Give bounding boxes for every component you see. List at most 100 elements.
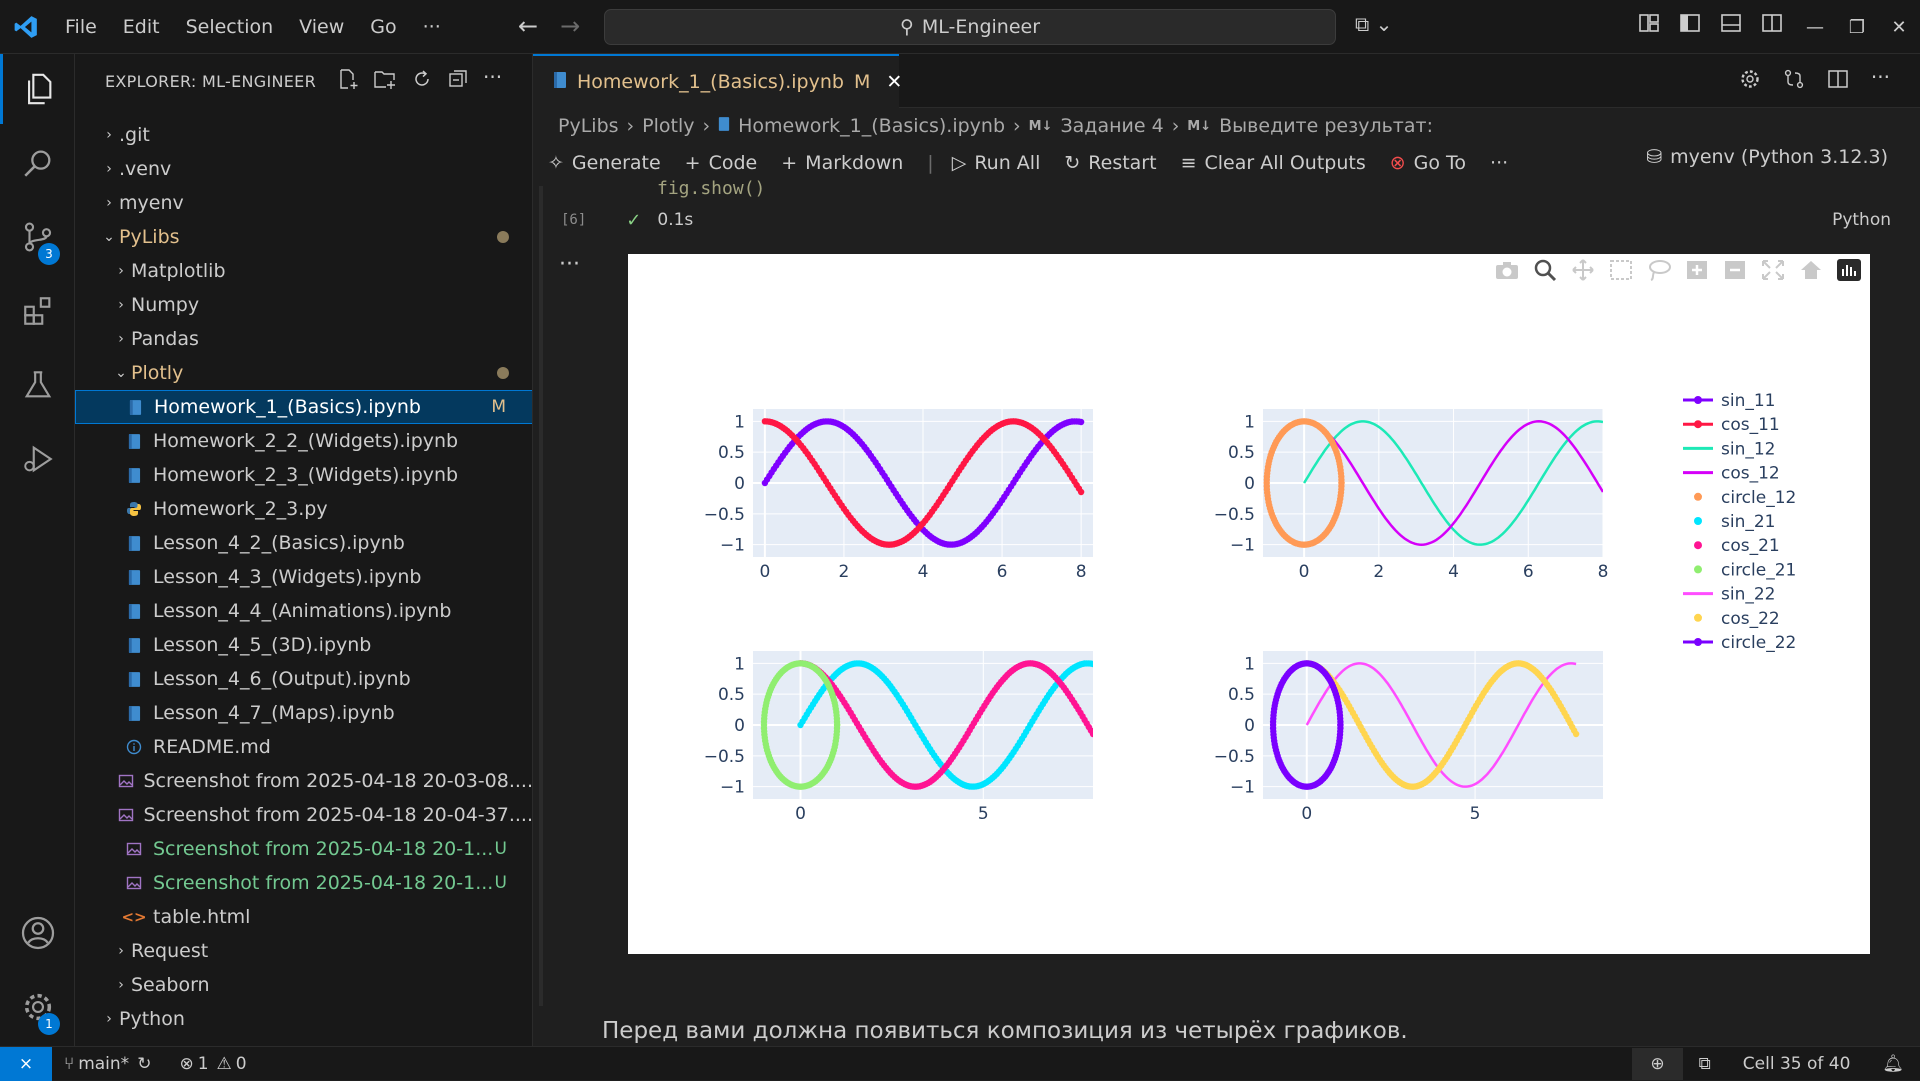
tree-folder[interactable]: ⌄ PyLibs <box>75 220 532 254</box>
zoom-out-icon[interactable] <box>1722 258 1748 282</box>
cell-language[interactable]: Python <box>1832 210 1891 230</box>
source-control-icon[interactable]: 3 <box>0 202 75 272</box>
explorer-icon[interactable] <box>0 54 75 124</box>
notifications-bell-icon[interactable]: 🔔︎ <box>1882 1054 1904 1074</box>
kernel-picker[interactable]: ⛁ myenv (Python 3.12.3) <box>1646 146 1888 168</box>
forward-arrow-icon[interactable]: → <box>560 12 581 40</box>
tree-folder[interactable]: › Seaborn <box>75 968 532 1002</box>
minimize-icon[interactable]: — <box>1806 16 1824 38</box>
plotly-output[interactable]: 0 2 4 6 8 1 0.5 0 −0.5 −1 0 2 4 6 8 1 0.5 0 −0.5 −1 0 5 1 0.5 0−… <box>628 254 1870 954</box>
more-actions-icon[interactable]: ··· <box>483 65 503 89</box>
tree-file[interactable]: Homework_1_(Basics).ipynb M <box>75 390 532 424</box>
editor-more-actions-icon[interactable]: ··· <box>1870 65 1890 89</box>
breadcrumb-item[interactable]: Homework_1_(Basics).ipynb <box>738 115 1006 137</box>
reset-axes-home-icon[interactable] <box>1798 258 1824 282</box>
menu-file[interactable]: File <box>65 15 97 38</box>
tree-file[interactable]: Lesson_4_6_(Output).ipynb <box>75 662 532 696</box>
toggle-panel-icon[interactable] <box>1720 12 1742 34</box>
output-more-icon[interactable]: ··· <box>559 252 580 277</box>
accounts-icon[interactable] <box>0 898 75 968</box>
warning-icon[interactable]: ⚠ <box>216 1053 232 1074</box>
tree-file[interactable]: <> table.html <box>75 900 532 934</box>
tree-file[interactable]: Screenshot from 2025-04-18 20-1... U <box>75 832 532 866</box>
zoom-in-icon[interactable] <box>1684 258 1710 282</box>
error-icon[interactable]: ⊗ <box>179 1053 194 1074</box>
tree-file[interactable]: Lesson_4_5_(3D).ipynb <box>75 628 532 662</box>
pan-icon[interactable] <box>1570 258 1596 282</box>
refresh-icon[interactable] <box>411 68 433 90</box>
extensions-icon[interactable] <box>0 276 75 346</box>
error-count[interactable]: 1 <box>197 1053 209 1074</box>
code-line[interactable]: fig.show() <box>657 178 766 199</box>
breadcrumb-item[interactable]: PyLibs <box>558 115 619 137</box>
tree-folder[interactable]: › Numpy <box>75 288 532 322</box>
customize-layout-icon[interactable] <box>1638 12 1660 34</box>
tree-file[interactable]: Lesson_4_3_(Widgets).ipynb <box>75 560 532 594</box>
plotly-logo-icon[interactable] <box>1836 258 1862 282</box>
restart-button[interactable]: ↻ Restart <box>1064 152 1156 174</box>
zoom-icon[interactable] <box>1532 258 1558 282</box>
tree-file[interactable]: Screenshot from 2025-04-18 20-03-08.... <box>75 764 532 798</box>
warning-count[interactable]: 0 <box>235 1053 247 1074</box>
restore-icon[interactable]: ❐ <box>1848 16 1866 38</box>
autoscale-icon[interactable] <box>1760 258 1786 282</box>
tree-folder[interactable]: › Request <box>75 934 532 968</box>
markdown-cell-text[interactable]: Перед вами должна появиться композиция и… <box>602 1018 1408 1044</box>
tree-folder[interactable]: › Python <box>75 1002 532 1036</box>
add-markdown-button[interactable]: + Markdown <box>781 152 903 174</box>
breadcrumb-item[interactable]: Задание 4 <box>1060 115 1164 137</box>
menu-view[interactable]: View <box>299 15 345 38</box>
command-center-search[interactable]: ⚲ ML-Engineer <box>604 9 1336 45</box>
close-tab-icon[interactable]: ✕ <box>886 71 903 93</box>
close-window-icon[interactable]: ✕ <box>1891 16 1907 38</box>
breadcrumb-item[interactable]: Выведите результат: <box>1219 115 1433 137</box>
copilot-status-icon[interactable]: ⧉ <box>1698 1054 1711 1074</box>
plotly-figure[interactable]: 0 2 4 6 810.50−0.5−10 2 4 6 810.50−0.5−10 510.50−… <box>628 254 1870 954</box>
search-view-icon[interactable] <box>0 128 75 198</box>
new-file-icon[interactable] <box>337 68 359 90</box>
run-all-button[interactable]: ▷ Run All <box>952 152 1041 174</box>
tree-file[interactable]: Screenshot from 2025-04-18 20-04-37.... <box>75 798 532 832</box>
open-changes-icon[interactable] <box>1783 68 1805 90</box>
tree-folder[interactable]: › .venv <box>75 152 532 186</box>
split-editor-icon[interactable] <box>1827 68 1849 90</box>
box-select-icon[interactable] <box>1608 258 1634 282</box>
notebook-settings-gear-icon[interactable] <box>1739 68 1761 90</box>
tree-file[interactable]: Homework_2_3.py <box>75 492 532 526</box>
camera-icon[interactable] <box>1494 258 1520 282</box>
generate-button[interactable]: ✧ Generate <box>548 152 661 174</box>
run-debug-icon[interactable] <box>0 424 75 494</box>
new-folder-icon[interactable] <box>373 68 397 90</box>
tree-folder[interactable]: ⌄ Plotly <box>75 356 532 390</box>
clear-all-outputs-button[interactable]: ≡ Clear All Outputs <box>1181 152 1366 174</box>
copilot-icon[interactable]: ⧉ ⌄ <box>1355 12 1393 36</box>
tree-file[interactable]: Lesson_4_4_(Animations).ipynb <box>75 594 532 628</box>
tree-folder[interactable]: › Matplotlib <box>75 254 532 288</box>
tree-folder[interactable]: › .git <box>75 118 532 152</box>
tree-file[interactable]: README.md <box>75 730 532 764</box>
cell-indicator[interactable]: Cell 35 of 40 <box>1742 1054 1851 1074</box>
tree-file[interactable]: Homework_2_2_(Widgets).ipynb <box>75 424 532 458</box>
tree-folder[interactable]: › myenv <box>75 186 532 220</box>
breadcrumb-item[interactable]: Plotly <box>642 115 695 137</box>
sync-icon[interactable]: ↻ <box>137 1053 152 1074</box>
back-arrow-icon[interactable]: ← <box>518 12 539 40</box>
tree-file[interactable]: Homework_2_3_(Widgets).ipynb <box>75 458 532 492</box>
toggle-secondary-sidebar-icon[interactable] <box>1761 12 1783 34</box>
menu-go[interactable]: Go <box>370 15 397 38</box>
tree-file[interactable]: Lesson_4_7_(Maps).ipynb <box>75 696 532 730</box>
zoom-status-icon[interactable]: ⊕ <box>1632 1048 1683 1080</box>
add-code-button[interactable]: + Code <box>685 152 758 174</box>
tab-homework-1[interactable]: Homework_1_(Basics).ipynb M ✕ <box>533 54 903 108</box>
go-to-button[interactable]: ⊗ Go To <box>1390 152 1466 174</box>
menu-edit[interactable]: Edit <box>122 15 160 38</box>
remote-indicator-icon[interactable]: ⨯ <box>0 1046 52 1081</box>
testing-icon[interactable] <box>0 350 75 420</box>
tree-file[interactable]: Screenshot from 2025-04-18 20-1... U <box>75 866 532 900</box>
collapse-all-icon[interactable] <box>447 68 469 90</box>
toolbar-more-icon[interactable]: ··· <box>1490 152 1509 174</box>
tree-folder[interactable]: › Pandas <box>75 322 532 356</box>
tree-file[interactable]: Lesson_4_2_(Basics).ipynb <box>75 526 532 560</box>
menu-selection[interactable]: Selection <box>185 15 274 38</box>
menu-more[interactable]: ··· <box>422 15 441 38</box>
